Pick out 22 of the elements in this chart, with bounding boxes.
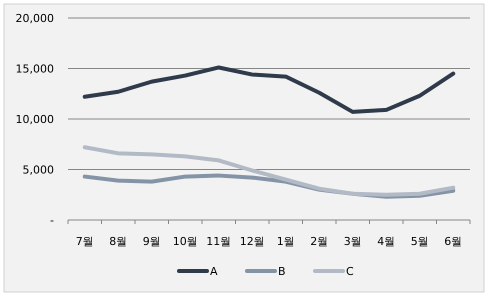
- x-tick-label: 2월: [310, 235, 328, 248]
- x-tick-label: 10월: [172, 235, 198, 248]
- line-series: [82, 145, 456, 197]
- y-tick-label: 20,000: [16, 12, 54, 25]
- y-tick-label: 10,000: [16, 113, 54, 126]
- x-tick-label: 5월: [410, 235, 429, 248]
- x-tick-label: 4월: [377, 235, 396, 248]
- legend-label: C: [346, 265, 354, 278]
- y-tick-label: 15,000: [16, 62, 54, 76]
- x-tick-label: 7월: [76, 235, 94, 248]
- x-tick-label: 9월: [142, 235, 161, 248]
- x-tick-label: 1월: [276, 235, 295, 248]
- line-series: [82, 65, 456, 114]
- y-tick-label: -: [50, 214, 54, 227]
- legend-label: B: [278, 265, 286, 278]
- y-tick-label: 5,000: [22, 164, 54, 176]
- x-tick-label: 11월: [206, 235, 232, 248]
- x-tick-label: 3월: [344, 235, 362, 248]
- legend-label: A: [210, 265, 218, 278]
- x-tick-label: 12월: [240, 235, 265, 248]
- x-tick-label: 6월: [444, 235, 462, 248]
- x-tick-label: 8월: [109, 235, 128, 248]
